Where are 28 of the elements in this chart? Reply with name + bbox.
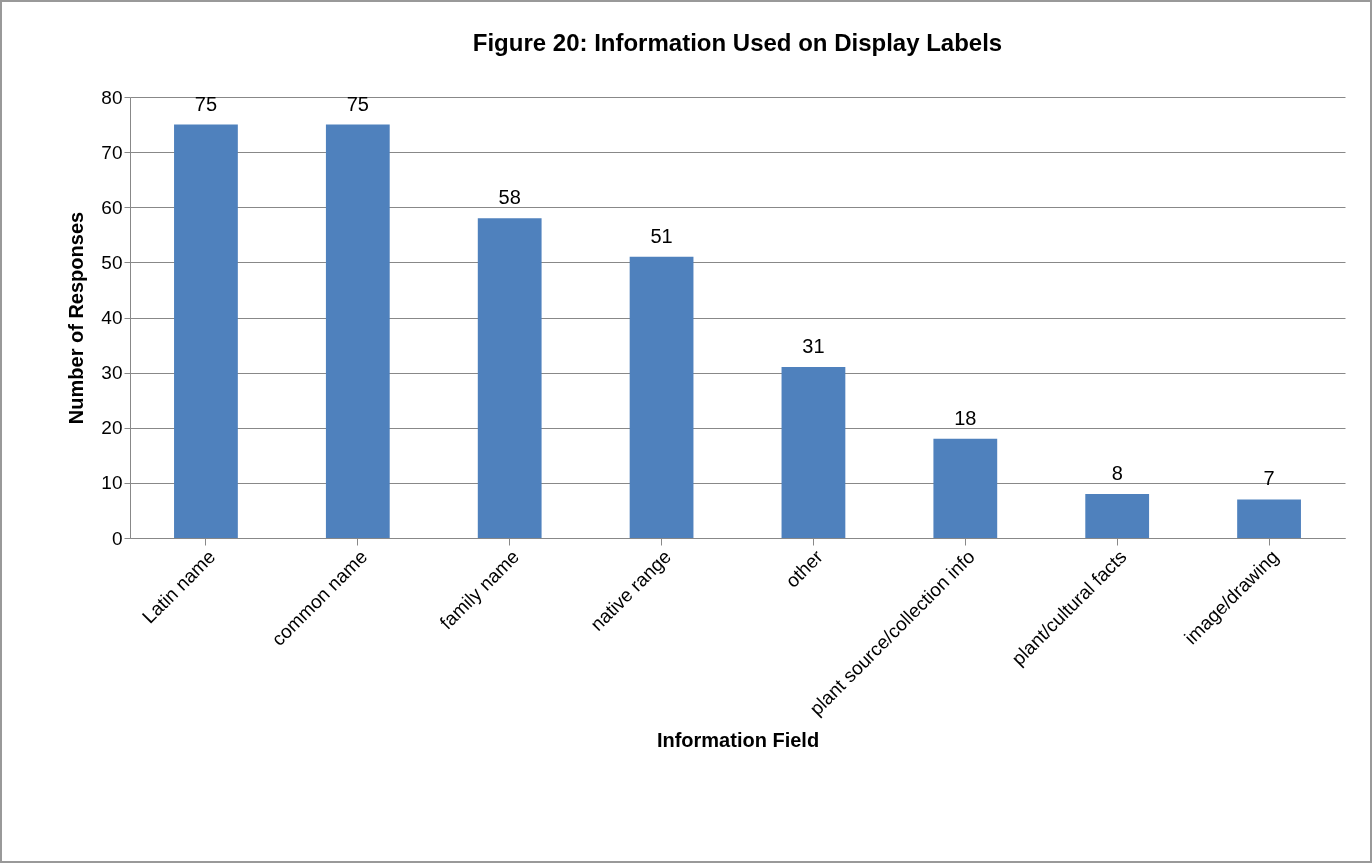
data-label: 8 bbox=[1111, 461, 1123, 484]
data-label: 7 bbox=[1263, 467, 1275, 490]
y-tick-label: 10 bbox=[101, 472, 123, 494]
y-tick-label: 30 bbox=[101, 362, 123, 384]
data-label: 51 bbox=[650, 224, 673, 247]
y-axis-title: Number of Responses bbox=[65, 211, 88, 425]
data-label: 31 bbox=[802, 335, 825, 358]
bar bbox=[1085, 493, 1150, 538]
bar bbox=[1237, 499, 1301, 538]
bar bbox=[933, 438, 998, 538]
data-label: 75 bbox=[194, 92, 218, 115]
y-tick-label: 60 bbox=[101, 196, 123, 218]
y-tick-label: 70 bbox=[101, 141, 123, 163]
bar bbox=[477, 218, 542, 538]
y-tick-label: 40 bbox=[101, 307, 123, 328]
data-label: 75 bbox=[346, 92, 369, 115]
bar bbox=[174, 124, 238, 538]
bar bbox=[325, 124, 390, 538]
bar bbox=[781, 367, 846, 538]
chart-title: Figure 20: Information Used on Display Labels bbox=[472, 29, 1003, 56]
x-axis-title: Information Field bbox=[656, 729, 820, 752]
data-label: 18 bbox=[954, 406, 977, 429]
y-tick-label: 20 bbox=[101, 417, 123, 439]
y-tick-label: 50 bbox=[101, 251, 123, 273]
y-tick-label: 80 bbox=[101, 86, 123, 108]
y-tick-label: 0 bbox=[111, 527, 123, 549]
bar bbox=[629, 256, 694, 538]
data-label: 58 bbox=[498, 186, 521, 209]
